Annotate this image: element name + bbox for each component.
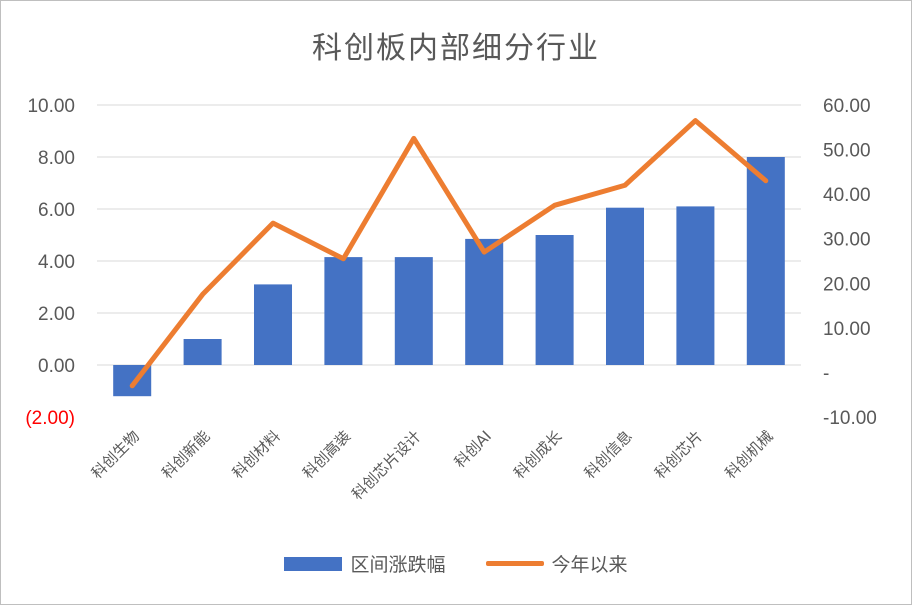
left-axis-tick-label: 6.00 <box>38 200 75 221</box>
left-axis-tick-label: 10.00 <box>27 96 75 117</box>
series-line <box>129 118 769 389</box>
legend-label-bar: 区间涨跌幅 <box>350 554 446 576</box>
bar <box>183 339 222 365</box>
bar <box>535 235 574 365</box>
x-axis-category-label: 科创AI <box>451 427 495 471</box>
right-axis-tick-label: - <box>823 363 829 384</box>
right-axis-tick-label: 30.00 <box>823 230 871 251</box>
legend-item-bar: 区间涨跌幅 <box>284 550 446 577</box>
right-axis-tick-label: 20.00 <box>823 274 871 295</box>
left-axis-tick-label: (2.00) <box>25 408 75 429</box>
legend-swatch-line <box>485 561 544 566</box>
legend: 区间涨跌幅 今年以来 <box>1 550 911 577</box>
bar <box>465 238 504 365</box>
right-axis-tick-label: 40.00 <box>823 185 871 206</box>
right-axis-tick-label: -10.00 <box>823 408 877 429</box>
x-axis-category-label: 科创机械 <box>721 427 776 482</box>
right-axis-tick-label: 50.00 <box>823 141 871 162</box>
bar <box>253 284 293 365</box>
left-axis-tick-label: 2.00 <box>38 304 75 325</box>
bar <box>324 257 363 365</box>
x-axis-category-label: 科创材料 <box>229 427 284 482</box>
legend-item-line: 今年以来 <box>485 550 628 577</box>
bar <box>394 257 433 365</box>
bar <box>746 157 785 365</box>
left-axis-tick-label: 4.00 <box>38 252 75 273</box>
legend-label-line: 今年以来 <box>551 554 628 576</box>
x-axis-category-label: 科创高装 <box>299 427 354 482</box>
right-axis-tick-label: 60.00 <box>823 96 871 117</box>
right-axis-tick-label: 10.00 <box>823 319 871 340</box>
left-axis-tick-label: 8.00 <box>38 148 75 169</box>
x-axis-category-label: 科创成长 <box>510 427 565 482</box>
x-axis-category-label: 科创芯片设计 <box>348 427 424 503</box>
x-axis-category-label: 科创新能 <box>158 427 213 482</box>
x-axis-category-label: 科创芯片 <box>651 427 706 482</box>
legend-swatch-bar <box>284 556 343 571</box>
chart-title: 科创板内部细分行业 <box>312 31 600 66</box>
x-axis-category-label: 科创信息 <box>581 427 636 482</box>
bar <box>676 206 715 365</box>
left-axis-tick-label: 0.00 <box>38 356 75 377</box>
x-axis-category-label: 科创生物 <box>88 427 143 482</box>
bar <box>605 207 645 365</box>
